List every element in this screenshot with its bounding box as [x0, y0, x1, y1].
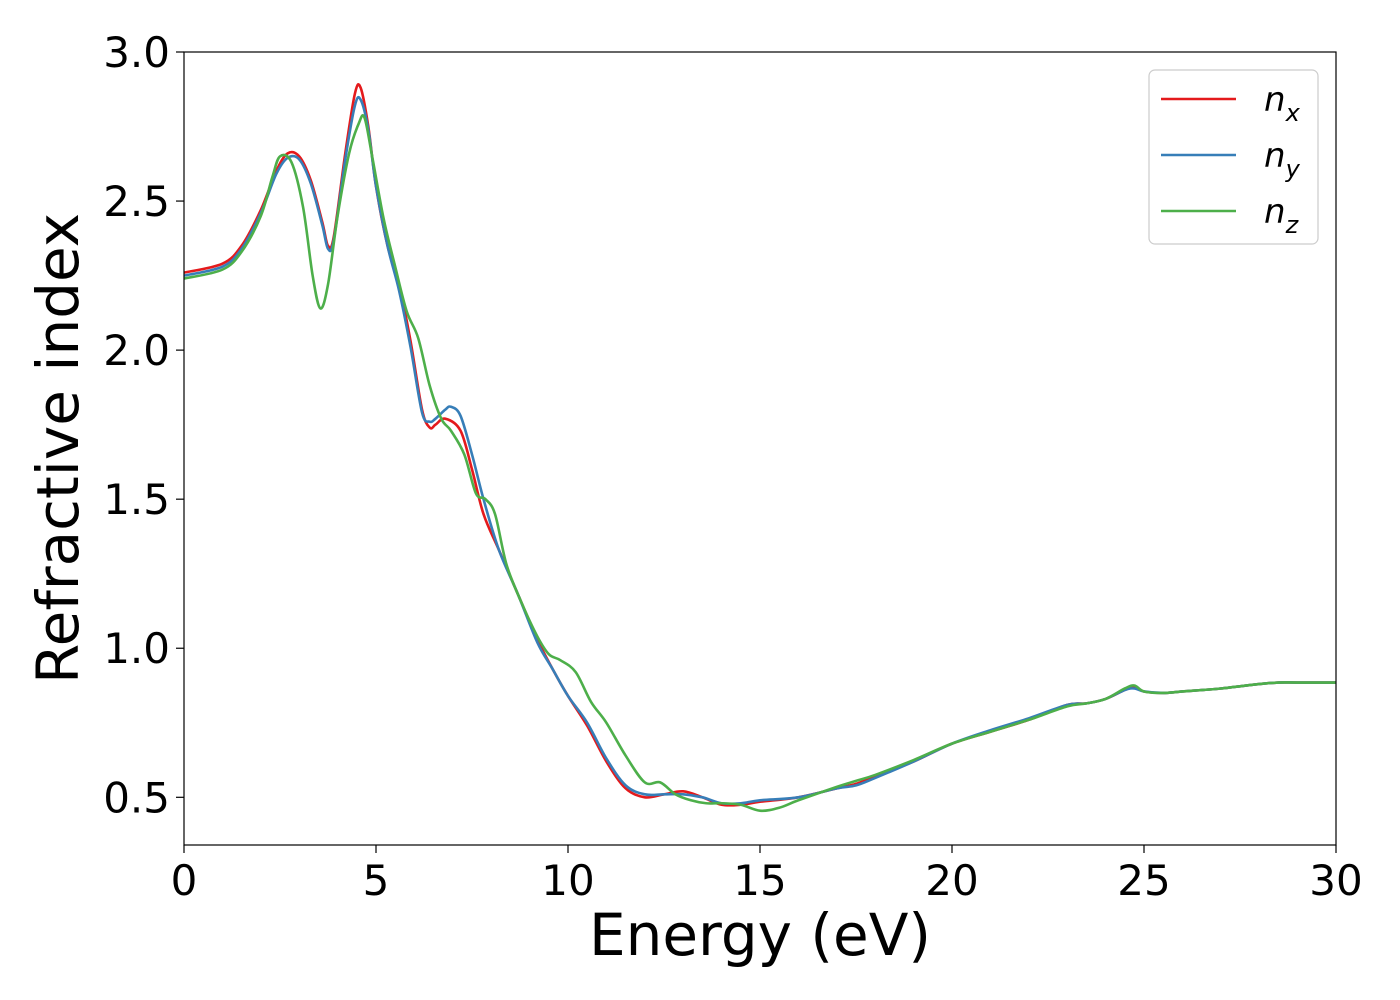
series-layer — [184, 83, 1336, 813]
x-tick-label: 5 — [363, 856, 390, 905]
y-tick-label: 0.5 — [103, 773, 170, 822]
y-tick-label: 2.5 — [103, 177, 170, 226]
y-tick-label: 1.0 — [103, 624, 170, 673]
axes-layer: 0 5 10 15 20 25 30 0.5 1.0 1.5 2.0 2.5 3.0 Energy (eV… — [24, 28, 1363, 969]
x-axis-label: Energy (eV) — [589, 901, 931, 969]
x-tick-label: 10 — [541, 856, 594, 905]
y-axis-label: Refractive index — [24, 213, 92, 684]
y-tick-label: 3.0 — [103, 28, 170, 77]
legend-box — [1148, 69, 1319, 245]
x-tick-label: 20 — [925, 856, 978, 905]
legend-label-ny: ny — [1264, 136, 1301, 183]
x-tick-label: 30 — [1309, 856, 1362, 905]
legend-label-nz: nz — [1264, 192, 1300, 239]
x-tick-label: 25 — [1117, 856, 1170, 905]
legend: nx ny nz — [1148, 69, 1319, 245]
y-tick-label: 2.0 — [103, 326, 170, 375]
y-tick-label: 1.5 — [103, 475, 170, 524]
x-tick-label: 15 — [733, 856, 786, 905]
legend-label-nx: nx — [1264, 80, 1301, 127]
series-line-nz — [184, 114, 1336, 813]
x-tick-label: 0 — [171, 856, 198, 905]
